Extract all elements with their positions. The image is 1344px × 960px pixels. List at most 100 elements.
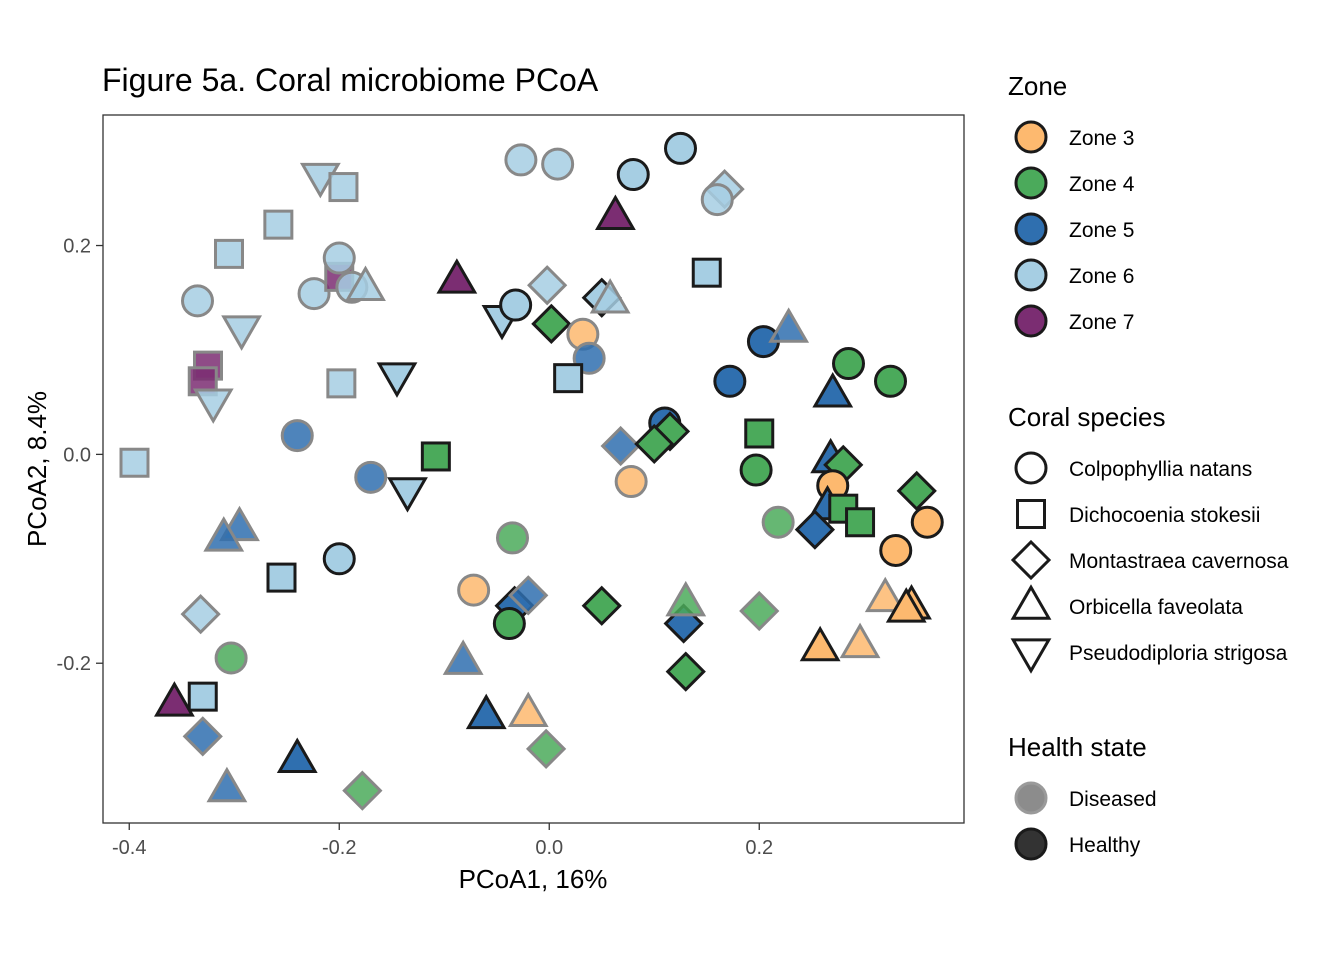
legend-zone: Zone Zone 3 Zone 4 Zone 5 Zone 6 Zone 7 xyxy=(1008,71,1135,338)
legend-zone-label: Zone 4 xyxy=(1069,173,1135,196)
data-point xyxy=(263,209,294,240)
data-point xyxy=(744,418,775,449)
data-point xyxy=(214,238,244,269)
data-point xyxy=(531,303,572,344)
data-point xyxy=(589,278,631,314)
data-point xyxy=(761,505,795,539)
data-point xyxy=(297,277,331,311)
data-point xyxy=(664,131,697,165)
data-point xyxy=(799,625,841,662)
data-point xyxy=(442,639,484,675)
data-point xyxy=(508,575,549,616)
data-point xyxy=(221,315,263,351)
data-point xyxy=(153,681,195,717)
data-point xyxy=(328,172,359,203)
data-point xyxy=(665,651,706,692)
data-point xyxy=(192,388,234,424)
data-point xyxy=(864,576,906,613)
x-tick-label: -0.4 xyxy=(112,837,146,859)
data-point xyxy=(345,265,386,301)
legend-zone-key xyxy=(1014,120,1048,154)
data-point xyxy=(600,425,641,467)
points-layer xyxy=(119,131,944,811)
data-point xyxy=(119,447,150,478)
data-point xyxy=(874,364,907,398)
data-point xyxy=(885,587,927,623)
data-point xyxy=(492,607,526,641)
legend-species-title: Coral species xyxy=(1008,402,1166,432)
data-point xyxy=(896,470,937,512)
data-point xyxy=(553,363,584,394)
data-point xyxy=(768,307,810,343)
data-point xyxy=(845,507,876,538)
data-point xyxy=(180,594,221,635)
legend-species-label: Colpophyllia natans xyxy=(1069,458,1252,481)
legend-zone-label: Zone 6 xyxy=(1069,265,1134,288)
data-point xyxy=(436,258,478,294)
legend-species-key xyxy=(1014,451,1048,485)
data-point xyxy=(665,580,707,617)
data-point xyxy=(496,521,529,555)
legend-species: Coral species Colpophyllia natans Dichoco… xyxy=(1008,402,1289,674)
data-point xyxy=(700,183,734,217)
legend-health-title: Health state xyxy=(1008,732,1147,762)
data-point xyxy=(420,441,451,472)
legend-species-label: Pseudodiploria strigosa xyxy=(1069,642,1288,665)
legend-zone-key xyxy=(1014,304,1048,338)
data-point xyxy=(504,143,538,177)
data-point xyxy=(507,691,549,728)
legend-species-label: Montastraea cavernosa xyxy=(1069,550,1289,573)
data-point xyxy=(879,533,913,567)
data-point xyxy=(910,505,944,539)
data-point xyxy=(832,347,865,381)
legend-zone-title: Zone xyxy=(1008,71,1067,101)
data-point xyxy=(614,465,648,499)
data-point xyxy=(266,562,297,593)
legend-species-key xyxy=(1010,638,1052,674)
data-point xyxy=(527,265,568,306)
data-point xyxy=(739,453,773,487)
data-point xyxy=(794,509,836,550)
data-point xyxy=(594,194,636,230)
data-point xyxy=(581,585,622,626)
data-point xyxy=(387,477,428,513)
legend-zone-key xyxy=(1014,258,1048,292)
y-axis-title: PCoA2, 8.4% xyxy=(22,391,52,547)
legend-zone-label: Zone 3 xyxy=(1069,127,1134,150)
plot-panel xyxy=(102,114,965,824)
data-point xyxy=(616,158,650,192)
y-tick-label: 0.0 xyxy=(63,444,91,466)
data-point xyxy=(214,641,248,675)
data-point xyxy=(342,770,383,811)
data-point xyxy=(280,419,314,453)
x-tick-label: 0.0 xyxy=(535,837,563,859)
data-point xyxy=(739,590,780,632)
legend-species-label: Dichocoenia stokesii xyxy=(1069,504,1260,527)
y-axis: -0.2 0.0 0.2 xyxy=(57,236,103,675)
legend-species-label: Orbicella faveolata xyxy=(1069,596,1243,619)
legend-health: Health state Diseased Healthy xyxy=(1008,732,1157,861)
data-point xyxy=(525,728,567,769)
x-tick-label: -0.2 xyxy=(322,837,356,859)
data-point xyxy=(541,147,575,181)
data-point xyxy=(187,681,218,712)
x-tick-label: 0.2 xyxy=(745,837,773,859)
data-point xyxy=(206,766,248,803)
legend-species-key xyxy=(1010,539,1052,581)
legend-zone-label: Zone 5 xyxy=(1069,219,1134,242)
legend-health-label: Healthy xyxy=(1069,834,1141,857)
data-point xyxy=(322,542,356,576)
y-tick-label: 0.2 xyxy=(63,236,91,258)
legend-zone-key xyxy=(1014,166,1048,200)
legend-health-key xyxy=(1014,827,1048,861)
data-point xyxy=(839,622,881,659)
x-axis: -0.4 -0.2 0.0 0.2 xyxy=(112,823,773,859)
legend-zone-key xyxy=(1014,212,1048,246)
data-point xyxy=(276,737,318,773)
data-point xyxy=(457,573,491,607)
data-point xyxy=(203,516,245,552)
legend-species-key xyxy=(1016,499,1046,529)
legend-health-label: Diseased xyxy=(1069,788,1157,811)
data-point xyxy=(354,460,388,494)
